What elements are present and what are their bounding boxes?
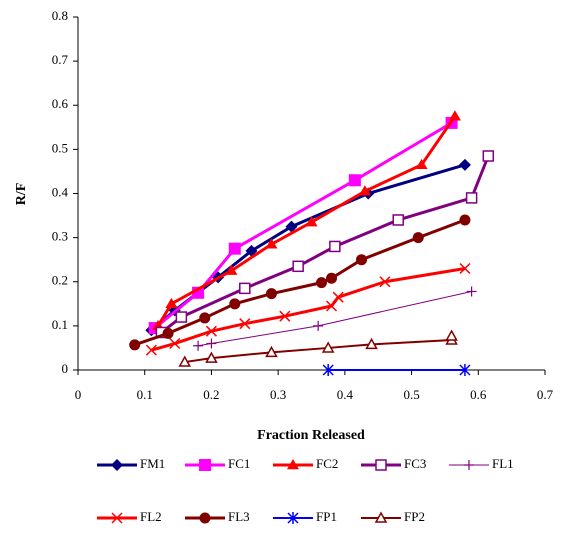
marker <box>466 286 477 297</box>
marker <box>379 276 391 288</box>
marker <box>375 459 387 471</box>
marker <box>111 459 123 471</box>
marker <box>412 232 424 244</box>
marker <box>458 158 471 171</box>
marker <box>322 364 334 376</box>
legend-label: FL3 <box>228 509 250 524</box>
series-line <box>160 155 490 334</box>
series-line <box>134 218 466 347</box>
legend-label: FC1 <box>228 456 250 471</box>
marker <box>239 282 251 295</box>
marker <box>325 300 338 312</box>
series-line <box>184 336 453 364</box>
marker <box>199 512 211 524</box>
marker <box>229 298 241 310</box>
marker <box>356 254 368 266</box>
marker <box>165 297 178 309</box>
y-tick-label: 0.6 <box>52 96 69 111</box>
marker <box>145 344 157 356</box>
marker <box>199 312 211 324</box>
marker <box>358 185 371 196</box>
marker <box>206 338 217 349</box>
marker <box>392 214 404 226</box>
legend-label: FM1 <box>140 456 165 471</box>
marker <box>292 260 304 273</box>
y-tick-label: 0.3 <box>52 229 68 244</box>
legend-label: FP2 <box>404 509 425 524</box>
marker <box>162 327 174 339</box>
marker <box>482 150 495 162</box>
legend-label: FL2 <box>140 509 162 524</box>
y-tick-label: 0 <box>62 361 69 376</box>
x-tick-label: 0.3 <box>270 387 286 402</box>
marker <box>265 345 278 358</box>
y-tick-label: 0.8 <box>52 8 68 23</box>
marker <box>445 329 458 341</box>
marker <box>348 174 361 187</box>
marker <box>305 216 318 227</box>
marker <box>326 272 338 284</box>
marker <box>205 351 218 363</box>
marker <box>228 242 241 255</box>
y-tick-label: 0.2 <box>52 273 68 288</box>
legend-label: FL1 <box>492 456 514 471</box>
x-tick-label: 0.6 <box>470 387 487 402</box>
x-tick-label: 0 <box>75 387 82 402</box>
y-tick-label: 0.7 <box>52 52 69 67</box>
marker <box>316 277 328 289</box>
x-tick-label: 0.7 <box>537 387 554 402</box>
y-tick-label: 0.5 <box>52 140 68 155</box>
marker <box>175 311 188 323</box>
marker <box>193 340 204 351</box>
y-tick-label: 0.4 <box>52 184 69 199</box>
marker <box>464 460 474 470</box>
y-axis-label: R/F <box>14 183 29 206</box>
marker <box>459 364 471 376</box>
marker <box>287 512 299 524</box>
x-tick-label: 0.2 <box>203 387 219 402</box>
marker <box>129 339 141 351</box>
marker <box>265 238 278 249</box>
marker <box>313 320 324 331</box>
marker <box>365 337 378 350</box>
marker <box>448 110 461 121</box>
x-tick-label: 0.1 <box>137 387 153 402</box>
marker <box>239 318 251 330</box>
marker <box>287 459 299 470</box>
legend-label: FC3 <box>404 456 426 471</box>
x-axis-label: Fraction Released <box>257 428 365 443</box>
marker <box>465 192 478 204</box>
marker <box>415 158 428 170</box>
marker <box>459 214 471 226</box>
marker <box>285 220 298 233</box>
marker <box>205 325 217 337</box>
marker <box>169 337 181 350</box>
marker <box>111 512 123 524</box>
marker <box>225 264 238 275</box>
marker <box>329 240 341 253</box>
series-line <box>156 115 457 327</box>
y-tick-label: 0.1 <box>52 317 68 332</box>
series-line <box>198 290 472 347</box>
legend-label: FC2 <box>316 456 338 471</box>
marker <box>332 291 344 303</box>
marker <box>279 310 291 322</box>
marker <box>374 511 388 523</box>
legend-label: FP1 <box>316 509 337 524</box>
marker <box>265 288 277 300</box>
marker <box>178 355 192 367</box>
marker <box>321 341 335 353</box>
series-line <box>150 163 466 332</box>
marker <box>459 262 471 275</box>
x-tick-label: 0.4 <box>337 387 354 402</box>
marker <box>199 459 211 471</box>
x-tick-label: 0.5 <box>403 387 419 402</box>
